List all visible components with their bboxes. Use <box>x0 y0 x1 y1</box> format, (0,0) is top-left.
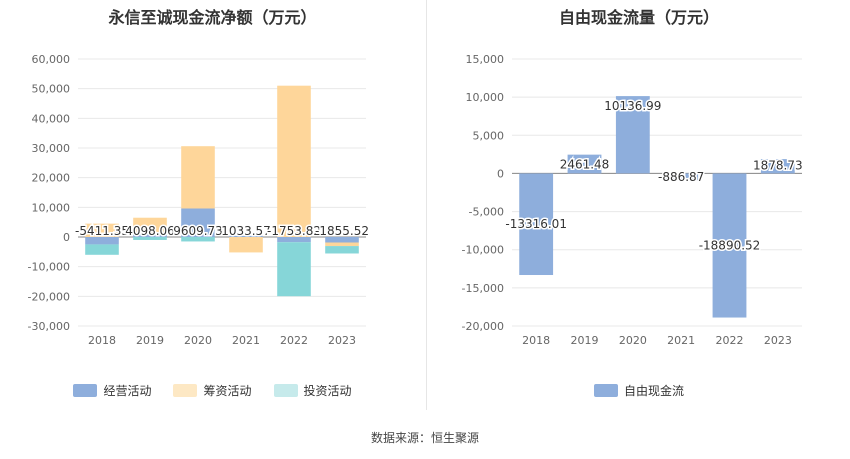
bar <box>85 237 119 245</box>
data-label: -5411.35 <box>75 224 129 238</box>
bar <box>85 223 119 237</box>
bar <box>760 159 795 174</box>
data-label: 10136.99 <box>604 99 661 113</box>
y-tick-label: -30,000 <box>28 320 70 333</box>
y-tick-label: 15,000 <box>466 53 505 66</box>
data-source: 数据来源：恒生聚源 <box>370 431 479 445</box>
bar <box>181 208 215 237</box>
bar <box>664 173 699 181</box>
data-label: -18890.52 <box>699 238 761 252</box>
y-tick-label: 20,000 <box>32 172 71 185</box>
x-tick-label: 2022 <box>280 334 308 347</box>
y-tick-label: 10,000 <box>466 91 505 104</box>
legend-label: 投资活动 <box>303 384 352 398</box>
data-label: 1878.73 <box>753 158 803 172</box>
x-tick-label: 2019 <box>136 334 164 347</box>
bar <box>133 234 167 237</box>
legend-swatch <box>593 384 618 397</box>
x-tick-label: 2022 <box>716 334 744 347</box>
bar <box>325 237 359 243</box>
y-tick-label: -5,000 <box>469 206 504 219</box>
legend-item-investing[interactable]: 投资活动 <box>273 382 352 399</box>
x-tick-label: 2018 <box>88 334 116 347</box>
bar <box>567 154 602 174</box>
legend-label: 经营活动 <box>103 384 152 398</box>
bar <box>85 244 119 255</box>
x-tick-label: 2019 <box>571 334 599 347</box>
bar <box>229 237 263 253</box>
data-label: -1855.52 <box>315 224 369 238</box>
bar <box>277 85 311 237</box>
y-tick-label: -10,000 <box>28 261 70 274</box>
legend-label: 自由现金流 <box>623 384 684 398</box>
y-tick-label: -10,000 <box>462 244 504 257</box>
free-cash-flow-panel: 自由现金流量（万元） 15,000 10,000 5,000 0 -5,000 -10,0… <box>428 0 850 410</box>
bar <box>615 96 650 174</box>
y-tick-label: -20,000 <box>28 290 70 303</box>
legend: 经营活动 筹资活动 投资活动 <box>0 382 425 399</box>
data-label: 9609.73 <box>173 224 223 238</box>
y-tick-label: -20,000 <box>462 320 504 333</box>
bar <box>325 242 359 247</box>
x-tick-label: 2021 <box>667 334 695 347</box>
chart-title: 自由现金流量（万元） <box>558 8 719 27</box>
bar <box>229 235 263 237</box>
x-tick-label: 2023 <box>328 334 356 347</box>
data-label: -886.87 <box>658 170 704 184</box>
y-tick-label: 0 <box>497 167 504 180</box>
data-label: 4098.06 <box>125 224 175 238</box>
bar <box>277 237 311 243</box>
cash-flow-net-chart: 60,000 50,000 40,000 30,000 20,000 10,000 0 -10… <box>28 53 371 347</box>
bar <box>133 217 167 235</box>
legend-swatch <box>273 384 298 397</box>
bar <box>712 173 747 318</box>
x-tick-label: 2020 <box>619 334 647 347</box>
y-tick-label: 50,000 <box>32 83 71 96</box>
y-tick-label: 40,000 <box>32 112 71 125</box>
free-cash-flow-chart: 15,000 10,000 5,000 0 -5,000 -10,000 -15,000 -2… <box>462 53 805 347</box>
legend-label: 筹资活动 <box>203 384 252 398</box>
x-tick-label: 2018 <box>522 334 550 347</box>
legend-item-financing[interactable]: 筹资活动 <box>173 382 252 399</box>
legend: 自由现金流 <box>428 382 850 399</box>
bar <box>519 173 554 276</box>
x-tick-label: 2020 <box>184 334 212 347</box>
chart-title: 永信至诚现金流净额（万元） <box>108 8 317 27</box>
cash-flow-net-panel: 永信至诚现金流净额（万元） 60,000 50,000 40,000 30,000 20… <box>0 0 425 410</box>
y-tick-label: 30,000 <box>32 142 71 155</box>
y-tick-label: 5,000 <box>473 129 505 142</box>
legend-item-operating[interactable]: 经营活动 <box>73 382 151 399</box>
y-tick-label: 10,000 <box>32 201 71 214</box>
bar <box>325 246 359 254</box>
bar <box>277 242 311 297</box>
y-tick-label: 60,000 <box>32 53 71 66</box>
x-tick-label: 2021 <box>232 334 260 347</box>
data-label: 2461.48 <box>560 158 610 172</box>
y-tick-label: 0 <box>63 231 70 244</box>
data-label: 1033.57 <box>221 224 271 238</box>
data-label: -1753.82 <box>267 224 321 238</box>
legend-swatch <box>73 384 98 397</box>
bar <box>133 237 167 240</box>
panel-divider <box>426 0 427 410</box>
legend-item-free-cash-flow[interactable]: 自由现金流 <box>593 382 684 399</box>
y-tick-label: -15,000 <box>462 282 504 295</box>
bar <box>181 146 215 209</box>
x-tick-label: 2023 <box>764 334 792 347</box>
bar <box>181 237 215 242</box>
legend-swatch <box>173 384 198 397</box>
data-label: -13316.01 <box>505 217 567 231</box>
